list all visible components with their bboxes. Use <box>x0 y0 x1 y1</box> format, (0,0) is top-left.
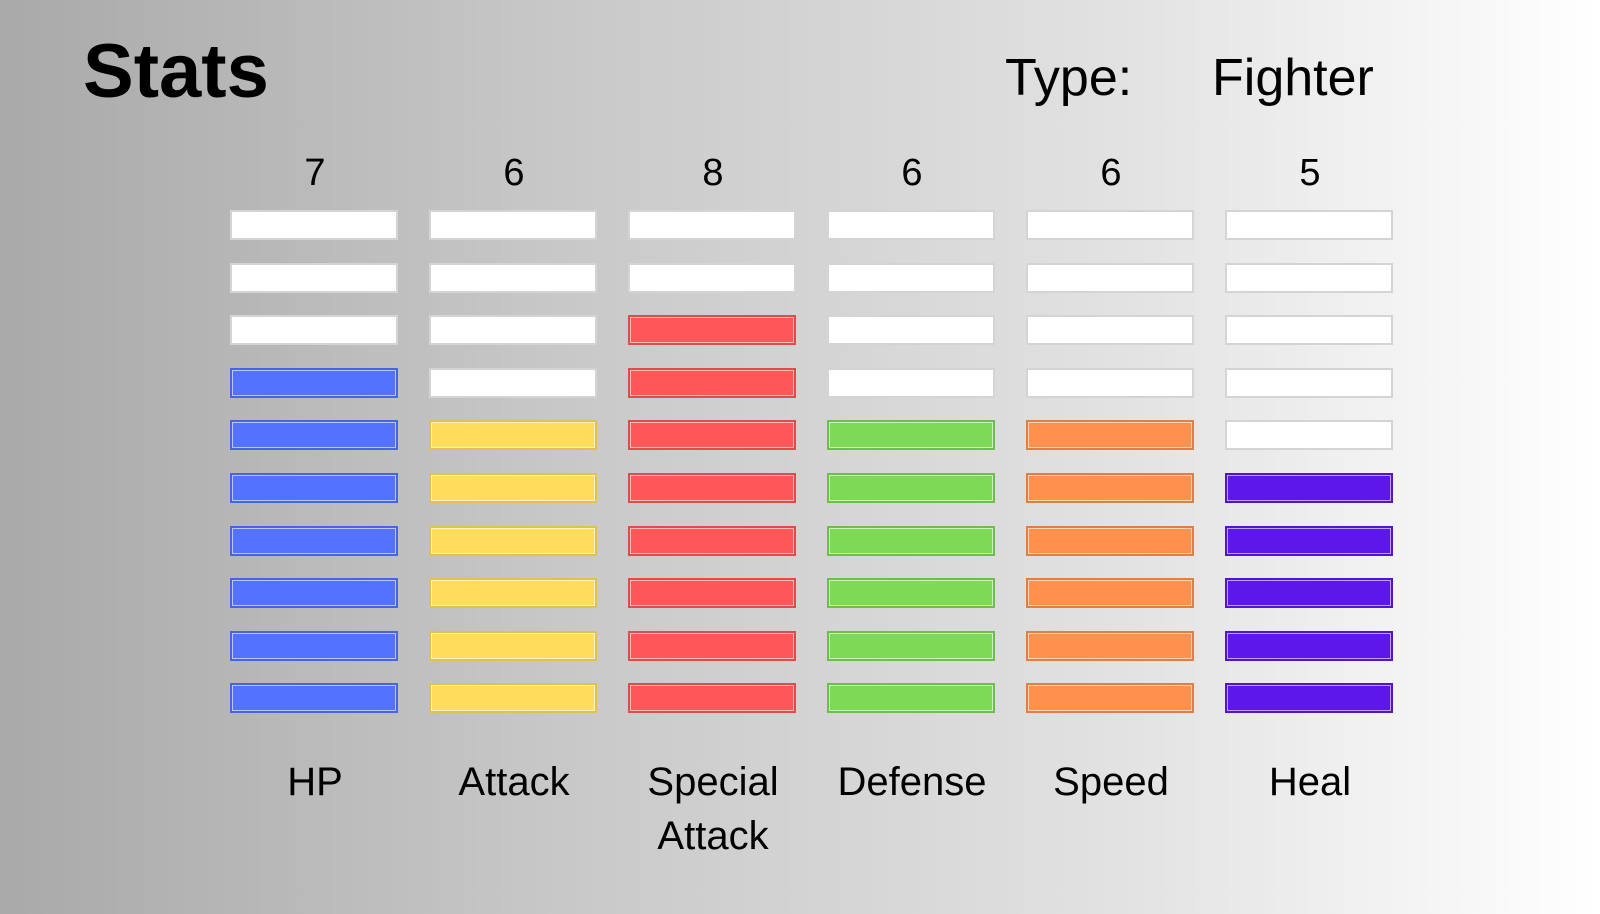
segment-empty-defense <box>827 367 995 398</box>
type-label: Type: <box>1005 49 1133 107</box>
segment-filled-special-attack <box>628 630 796 661</box>
segment-filled-hp <box>230 630 398 661</box>
segment-filled-speed <box>1026 473 1194 503</box>
type-value: Fighter <box>1212 49 1374 107</box>
stat-column-hp: 7 HP <box>230 150 400 804</box>
segment-empty-hp <box>230 315 398 346</box>
segment-empty-heal <box>1225 367 1393 398</box>
segment-filled-defense <box>827 420 995 451</box>
segment-filled-heal <box>1225 683 1393 714</box>
stat-column-heal: 5 Heal <box>1225 150 1395 804</box>
segment-empty-speed <box>1026 315 1194 346</box>
segment-empty-heal <box>1225 420 1393 451</box>
segment-filled-hp <box>230 683 398 714</box>
stat-value-speed: 6 <box>1100 152 1122 194</box>
segment-filled-heal <box>1225 473 1393 503</box>
segment-filled-speed <box>1026 578 1194 609</box>
segment-empty-attack <box>429 315 597 346</box>
segment-empty-defense <box>827 262 995 293</box>
segment-empty-heal <box>1225 262 1393 293</box>
segment-filled-speed <box>1026 683 1194 714</box>
stat-value-special-attack: 8 <box>702 152 724 194</box>
stat-column-attack: 6 Attack <box>429 150 599 804</box>
segment-filled-defense <box>827 473 995 503</box>
segment-filled-hp <box>230 367 398 398</box>
segment-filled-special-attack <box>628 683 796 714</box>
segment-empty-hp <box>230 262 398 293</box>
stat-value-hp: 7 <box>304 152 326 194</box>
stat-value-attack: 6 <box>503 152 525 194</box>
segment-filled-speed <box>1026 420 1194 451</box>
stat-column-speed: 6 Speed <box>1026 150 1196 804</box>
segment-filled-special-attack <box>628 367 796 398</box>
segment-empty-speed <box>1026 210 1194 240</box>
segment-filled-heal <box>1225 578 1393 609</box>
segment-filled-defense <box>827 683 995 714</box>
segment-empty-special-attack <box>628 262 796 293</box>
segment-filled-attack <box>429 525 597 556</box>
segment-filled-speed <box>1026 525 1194 556</box>
segment-empty-speed <box>1026 367 1194 398</box>
segment-filled-attack <box>429 473 597 503</box>
segment-filled-attack <box>429 578 597 609</box>
segment-filled-special-attack <box>628 420 796 451</box>
stat-label-speed: Speed <box>1053 760 1169 804</box>
segment-filled-hp <box>230 420 398 451</box>
stat-label-special-attack: Special Attack <box>647 760 779 858</box>
segment-empty-defense <box>827 210 995 240</box>
stat-value-defense: 6 <box>901 152 923 194</box>
segment-filled-hp <box>230 525 398 556</box>
segment-empty-special-attack <box>628 210 796 240</box>
segment-filled-speed <box>1026 630 1194 661</box>
stat-label-defense: Defense <box>837 760 987 804</box>
segment-filled-special-attack <box>628 473 796 503</box>
segment-empty-heal <box>1225 315 1393 346</box>
page-title: Stats <box>83 29 269 114</box>
stat-label-heal: Heal <box>1268 760 1352 804</box>
segment-filled-defense <box>827 630 995 661</box>
segment-empty-speed <box>1026 262 1194 293</box>
stat-value-heal: 5 <box>1299 152 1321 194</box>
segment-filled-attack <box>429 683 597 714</box>
segment-filled-heal <box>1225 525 1393 556</box>
segment-filled-special-attack <box>628 315 796 346</box>
segment-filled-special-attack <box>628 525 796 556</box>
segment-empty-hp <box>230 210 398 240</box>
segment-empty-attack <box>429 367 597 398</box>
segment-empty-defense <box>827 315 995 346</box>
segment-filled-hp <box>230 578 398 609</box>
segment-filled-heal <box>1225 630 1393 661</box>
segment-filled-defense <box>827 525 995 556</box>
stat-label-hp: HP <box>287 760 343 804</box>
stat-column-defense: 6 Defense <box>827 150 997 804</box>
segment-empty-attack <box>429 210 597 240</box>
segment-empty-attack <box>429 262 597 293</box>
segment-empty-heal <box>1225 210 1393 240</box>
segment-filled-special-attack <box>628 578 796 609</box>
segment-filled-attack <box>429 420 597 451</box>
stat-label-attack: Attack <box>458 760 570 804</box>
segment-filled-defense <box>827 578 995 609</box>
segment-filled-hp <box>230 473 398 503</box>
stat-column-special-attack: 8 Special Attack <box>628 150 798 858</box>
segment-filled-attack <box>429 630 597 661</box>
